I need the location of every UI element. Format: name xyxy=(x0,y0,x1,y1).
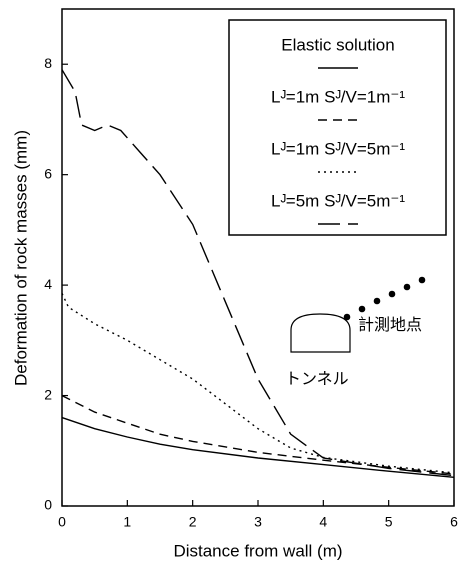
legend-label: Lᴶ=5m Sᴶ/V=5m⁻¹ xyxy=(271,191,405,210)
x-tick-label: 1 xyxy=(123,514,131,530)
annotation: トンネル xyxy=(285,370,349,388)
x-axis-title: Distance from wall (m) xyxy=(173,541,342,560)
measure-points xyxy=(343,276,426,321)
y-tick-label: 6 xyxy=(44,165,52,181)
annotation: 計測地点 xyxy=(358,316,422,334)
x-tick-label: 4 xyxy=(319,514,327,530)
y-axis-title: Deformation of rock masses (mm) xyxy=(11,130,30,386)
legend-box xyxy=(228,19,447,236)
legend-label: Elastic solution xyxy=(281,35,394,54)
y-tick-label: 0 xyxy=(44,497,52,513)
legend-label: Lᴶ=1m Sᴶ/V=5m⁻¹ xyxy=(271,139,405,158)
y-tick-label: 4 xyxy=(44,276,52,292)
x-tick-label: 2 xyxy=(189,514,197,530)
y-tick-label: 2 xyxy=(44,386,52,402)
series-line xyxy=(61,394,455,475)
x-tick-label: 3 xyxy=(254,514,262,530)
x-tick-label: 0 xyxy=(58,514,66,530)
series-line xyxy=(61,69,455,477)
series-line xyxy=(61,416,455,478)
x-tick-label: 6 xyxy=(450,514,458,530)
tunnel-sketch xyxy=(290,313,351,353)
x-tick-label: 5 xyxy=(385,514,393,530)
y-tick-label: 8 xyxy=(44,55,52,71)
legend-label: Lᴶ=1m Sᴶ/V=1m⁻¹ xyxy=(271,87,405,106)
